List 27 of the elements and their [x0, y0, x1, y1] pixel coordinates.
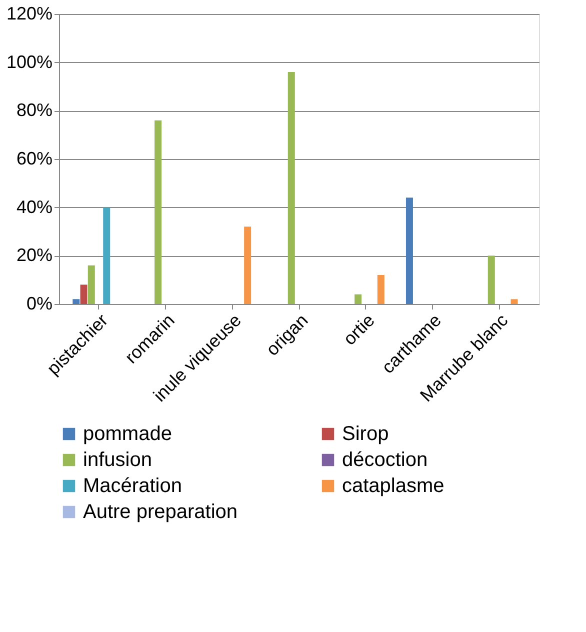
legend-label: cataplasme [342, 475, 444, 497]
y-tick-label: 60% [16, 148, 52, 168]
legend-label: Autre preparation [83, 501, 238, 523]
y-tick-label: 120% [6, 4, 52, 24]
bar [244, 226, 252, 304]
bar [103, 207, 110, 304]
bar [72, 299, 80, 304]
legend-label: Sirop [342, 423, 389, 445]
x-tick-label: ortie [339, 310, 378, 349]
legend-label: décoction [342, 449, 428, 471]
bar [288, 72, 295, 304]
legend-label: infusion [83, 449, 152, 471]
legend-label: Macération [83, 475, 182, 497]
y-tick-label: 0% [26, 294, 52, 314]
bar [354, 294, 362, 304]
bar [154, 120, 162, 304]
bar [80, 284, 88, 304]
bar [377, 275, 384, 304]
y-tick-label: 100% [6, 52, 52, 72]
bar [406, 198, 413, 304]
bar [88, 265, 95, 304]
legend-label: pommade [83, 423, 172, 445]
y-tick-label: 80% [16, 100, 52, 120]
bar [488, 256, 495, 304]
bar [510, 299, 518, 304]
y-tick-label: 40% [16, 196, 52, 217]
y-tick-label: 20% [16, 245, 52, 266]
